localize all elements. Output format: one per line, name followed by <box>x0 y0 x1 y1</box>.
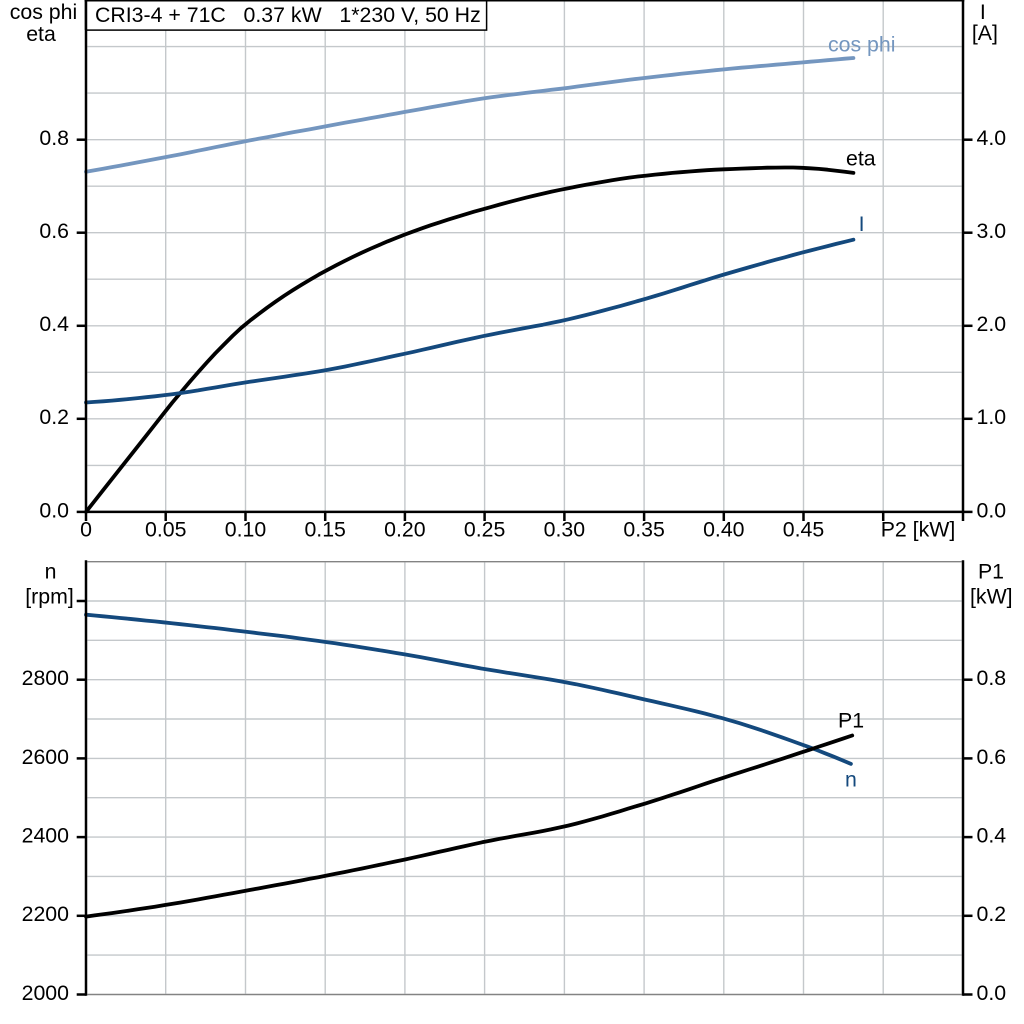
svg-text:P2 [kW]: P2 [kW] <box>881 518 956 542</box>
svg-text:0.6: 0.6 <box>977 745 1007 769</box>
svg-text:0.2: 0.2 <box>977 902 1007 926</box>
svg-text:eta: eta <box>26 22 56 46</box>
svg-text:2200: 2200 <box>22 902 70 926</box>
svg-text:0.0: 0.0 <box>977 498 1007 522</box>
svg-text:0.4: 0.4 <box>39 312 69 336</box>
svg-text:0.2: 0.2 <box>39 405 69 429</box>
svg-text:0.15: 0.15 <box>304 518 345 542</box>
svg-text:0.8: 0.8 <box>39 126 69 150</box>
svg-text:0.25: 0.25 <box>464 518 505 542</box>
svg-text:2600: 2600 <box>22 745 70 769</box>
svg-text:3.0: 3.0 <box>977 219 1007 243</box>
svg-text:cos phi: cos phi <box>828 33 895 57</box>
svg-text:I: I <box>980 0 986 24</box>
svg-text:0.05: 0.05 <box>145 518 186 542</box>
svg-text:2.0: 2.0 <box>977 312 1007 336</box>
svg-text:0.10: 0.10 <box>225 518 267 542</box>
svg-text:0.6: 0.6 <box>39 219 69 243</box>
svg-text:0.0: 0.0 <box>977 981 1007 1005</box>
svg-text:0.30: 0.30 <box>544 518 586 542</box>
svg-text:0.40: 0.40 <box>703 518 745 542</box>
svg-text:0.0: 0.0 <box>39 498 69 522</box>
svg-text:cos phi: cos phi <box>10 0 77 24</box>
svg-text:2800: 2800 <box>22 666 70 690</box>
svg-text:4.0: 4.0 <box>977 126 1007 150</box>
svg-text:0: 0 <box>80 518 92 542</box>
svg-text:n: n <box>845 767 857 791</box>
svg-text:P1: P1 <box>978 559 1004 583</box>
svg-text:[A]: [A] <box>972 21 998 45</box>
svg-text:CRI3-4 + 71C 0.37 kW 1*230: CRI3-4 + 71C 0.37 kW 1*230 V, 50 Hz <box>95 3 481 27</box>
svg-text:2000: 2000 <box>22 981 70 1005</box>
svg-text:[rpm]: [rpm] <box>25 584 74 608</box>
svg-text:n: n <box>45 559 57 583</box>
svg-text:0.35: 0.35 <box>623 518 664 542</box>
svg-text:[kW]: [kW] <box>970 584 1013 608</box>
svg-text:P1: P1 <box>838 708 864 732</box>
svg-text:eta: eta <box>846 146 876 170</box>
svg-text:0.20: 0.20 <box>384 518 426 542</box>
svg-text:2400: 2400 <box>22 823 70 847</box>
svg-text:1.0: 1.0 <box>977 405 1007 429</box>
svg-text:0.45: 0.45 <box>783 518 824 542</box>
svg-text:0.4: 0.4 <box>977 823 1007 847</box>
svg-text:0.8: 0.8 <box>977 666 1007 690</box>
svg-text:I: I <box>859 212 865 236</box>
